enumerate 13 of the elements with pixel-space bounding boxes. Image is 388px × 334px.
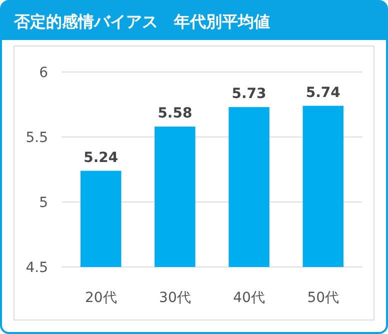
x-tick-label: 20代 xyxy=(84,290,117,306)
y-tick-label: 5 xyxy=(39,195,48,211)
data-label: 5.58 xyxy=(158,106,192,122)
y-tick-label: 5.5 xyxy=(26,130,48,146)
data-label: 5.73 xyxy=(232,86,266,102)
data-label: 5.74 xyxy=(306,84,341,101)
y-tick-label: 4.5 xyxy=(26,260,48,276)
x-tick-label: 40代 xyxy=(233,290,265,306)
y-tick-label: 6 xyxy=(39,65,48,81)
x-tick-label: 30代 xyxy=(159,290,191,306)
x-tick-label: 50代 xyxy=(307,290,340,306)
chart-title: 否定的感情バイアス 年代別平均値 xyxy=(13,12,270,31)
data-label: 5.24 xyxy=(84,150,118,166)
